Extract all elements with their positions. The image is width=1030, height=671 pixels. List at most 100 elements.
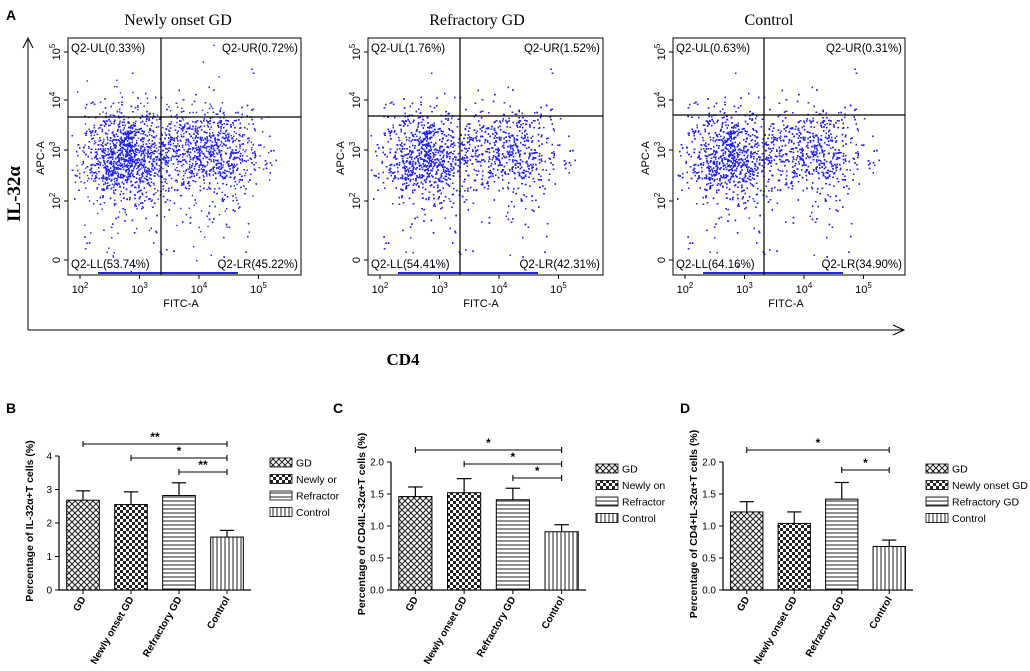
legend-label: Newly on <box>622 480 665 492</box>
quadrant-ul-label: Q2-UL(0.63%) <box>676 43 750 55</box>
y-tick-label: 1.0 <box>370 522 384 533</box>
y-tick-label: 102 <box>348 193 363 210</box>
legend-swatch <box>270 475 292 484</box>
x-tick-label: 102 <box>72 281 89 296</box>
significance-label: * <box>486 436 491 450</box>
significance-label: * <box>816 436 821 450</box>
x-tick-label: 102 <box>677 281 694 296</box>
panel-letter: B <box>6 400 16 416</box>
legend-swatch <box>270 508 292 517</box>
quadrant-lr-label: Q2-LR(34.90%) <box>821 259 902 271</box>
panel-letter: D <box>680 400 690 416</box>
y-tick-label: 105 <box>348 43 363 60</box>
legend-label: GD <box>296 458 312 470</box>
legend-swatch <box>270 458 292 467</box>
category-label: Refractory GD <box>141 595 184 659</box>
x-tick-label: 105 <box>250 281 267 296</box>
legend-swatch <box>596 514 618 523</box>
legend-swatch <box>270 491 292 500</box>
x-axis-label: CD4 <box>386 350 420 369</box>
y-tick-label: 3 <box>46 485 52 496</box>
quadrant-ul-label: Q2-UL(0.33%) <box>71 43 145 55</box>
y-tick-label: 0.0 <box>370 586 384 597</box>
y-tick-label: 105 <box>48 43 63 60</box>
flow-scatter <box>72 45 277 272</box>
quadrant-lr-label: Q2-LR(45.22%) <box>217 259 298 271</box>
quadrant-ur-label: Q2-UR(1.52%) <box>524 43 600 55</box>
legend-label: Newly onset GD <box>952 480 1028 492</box>
y-tick-label: 105 <box>653 43 668 60</box>
category-label: Control <box>205 595 232 631</box>
bar-3 <box>163 496 196 590</box>
y-tick-label: 0 <box>51 257 63 263</box>
y-tick-label: 0 <box>46 586 52 597</box>
y-tick-label: 103 <box>653 141 668 158</box>
category-label: Refractory GD <box>804 595 847 659</box>
panel-letter: C <box>333 400 343 416</box>
flow-panel-2: Refractory GD Q2-UL(1.76%) Q2-UR(1.52%) Q2-… <box>335 12 603 310</box>
flow-scatter <box>677 69 880 267</box>
category-label: GD <box>404 595 421 613</box>
panel-a-big-axes <box>23 38 904 335</box>
quadrant-ul-label: Q2-UL(1.76%) <box>371 43 445 55</box>
flow-panel-title: Refractory GD <box>429 12 525 29</box>
significance-label: ** <box>150 430 160 444</box>
y-tick-label: 1 <box>46 552 52 563</box>
x-tick-label: 103 <box>736 281 753 296</box>
flow-baseline-events <box>703 272 843 274</box>
legend-swatch <box>596 481 618 490</box>
category-label: GD <box>735 595 752 613</box>
x-tick-label: 104 <box>491 281 508 296</box>
flow-panel-title: Newly onset GD <box>124 12 232 29</box>
quadrant-lr-label: Q2-LR(42.31%) <box>519 259 600 271</box>
y-tick-label: 0.5 <box>702 554 716 565</box>
y-tick-label: 103 <box>48 141 63 158</box>
legend-label: Control <box>622 513 656 525</box>
bar-2 <box>115 505 148 590</box>
y-tick-label: 4 <box>46 452 52 463</box>
x-tick-label: 102 <box>372 281 389 296</box>
bar-2 <box>448 493 481 590</box>
flow-x-axis-label: FITC-A <box>768 298 804 310</box>
category-label: Control <box>868 595 895 631</box>
quadrant-ll-label: Q2-LL(64.16%) <box>676 259 755 271</box>
significance-label: * <box>177 444 182 458</box>
legend-label: GD <box>622 464 638 476</box>
x-tick-label: 104 <box>796 281 813 296</box>
bar-1 <box>399 497 432 590</box>
y-tick-label: 102 <box>653 193 668 210</box>
flow-y-axis-label: APC-A <box>640 141 652 175</box>
flow-panel-title: Control <box>745 12 794 29</box>
legend-swatch <box>926 514 948 523</box>
quadrant-ur-label: Q2-UR(0.72%) <box>222 43 298 55</box>
significance-label: ** <box>198 458 208 472</box>
legend-label: Refractory GD <box>952 497 1020 509</box>
flow-y-axis-label: APC-A <box>35 141 47 175</box>
flow-baseline-events <box>398 272 538 274</box>
category-label: Newly onset GD <box>422 595 470 666</box>
bar-4 <box>873 546 905 590</box>
legend-label: Control <box>296 507 330 519</box>
legend-label: GD <box>952 464 968 476</box>
y-tick-label: 2.0 <box>370 458 384 469</box>
flow-x-axis-label: FITC-A <box>163 298 199 310</box>
flow-panels: Newly onset GD Q2-UL(0.33%) Q2-UR(0.72%) Q2… <box>35 12 905 310</box>
category-label: Refractory GD <box>475 595 518 659</box>
legend-label: Newly or <box>296 474 337 486</box>
category-label: GD <box>72 595 89 613</box>
bar-3 <box>496 500 529 590</box>
y-tick-label: 0.5 <box>370 554 384 565</box>
quadrant-ur-label: Q2-UR(0.31%) <box>826 43 902 55</box>
flow-baseline-events <box>98 272 238 274</box>
legend-swatch <box>596 497 618 506</box>
y-tick-label: 0.0 <box>702 586 716 597</box>
legend-swatch <box>596 464 618 473</box>
bar-4 <box>211 537 244 590</box>
category-label: Control <box>540 595 567 631</box>
y-tick-label: 103 <box>348 141 363 158</box>
